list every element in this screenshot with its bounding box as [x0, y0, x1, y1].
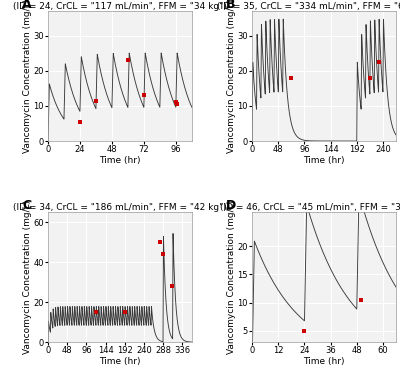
Title: (ID = 34, CrCL = "186 mL/min", FFM = "42 kg"): (ID = 34, CrCL = "186 mL/min", FFM = "42… [13, 203, 227, 212]
Text: D: D [226, 199, 236, 212]
X-axis label: Time (hr): Time (hr) [99, 156, 141, 165]
Title: (ID = 24, CrCL = "117 mL/min", FFM = "34 kg"): (ID = 24, CrCL = "117 mL/min", FFM = "34… [13, 2, 227, 11]
X-axis label: Time (hr): Time (hr) [303, 156, 345, 165]
X-axis label: Time (hr): Time (hr) [303, 357, 345, 366]
Y-axis label: Vancomycin Concentration (mg/L): Vancomycin Concentration (mg/L) [227, 0, 236, 153]
Text: B: B [226, 0, 236, 11]
Text: C: C [22, 199, 31, 212]
Title: (ID = 46, CrCL = "45 mL/min", FFM = "39 kg"): (ID = 46, CrCL = "45 mL/min", FFM = "39 … [220, 203, 400, 212]
Title: (ID = 35, CrCL = "334 mL/min", FFM = "60 kg"): (ID = 35, CrCL = "334 mL/min", FFM = "60… [217, 2, 400, 11]
Y-axis label: Vancomycin Concentration (mg/L): Vancomycin Concentration (mg/L) [23, 200, 32, 354]
Text: A: A [22, 0, 32, 11]
Y-axis label: Vancomycin Concentration (mg/L): Vancomycin Concentration (mg/L) [227, 200, 236, 354]
Y-axis label: Vancomycin Concentration (mg/L): Vancomycin Concentration (mg/L) [23, 0, 32, 153]
X-axis label: Time (hr): Time (hr) [99, 357, 141, 366]
